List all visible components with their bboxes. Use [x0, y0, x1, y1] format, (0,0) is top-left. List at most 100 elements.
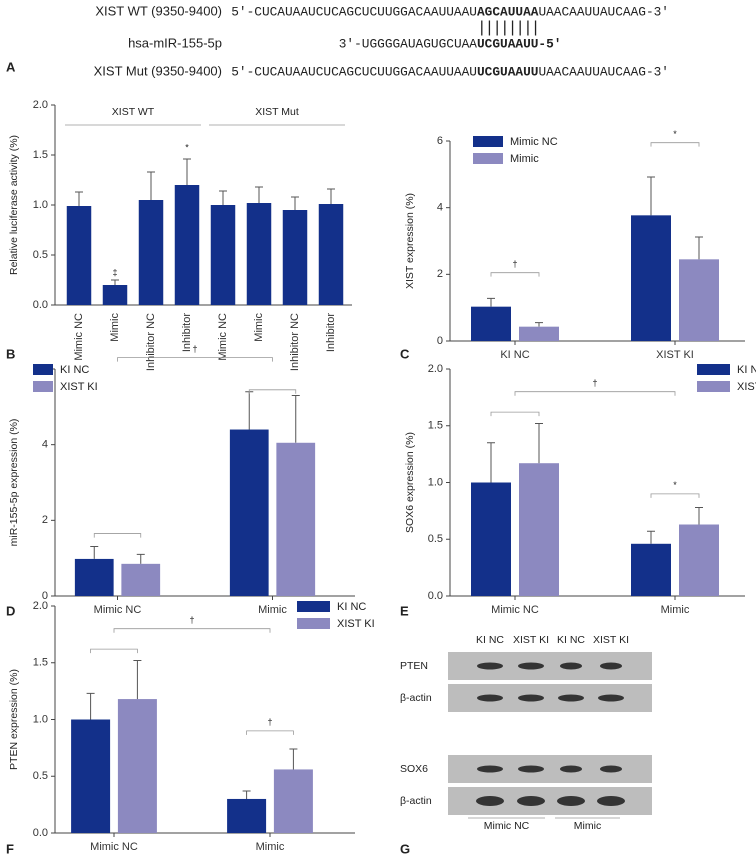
bar	[246, 203, 272, 305]
sequence-part: UCGUAAUU-5'	[477, 36, 561, 51]
sequence-part: 5'-CUCAUAAUCUCAGCUCUUGGACAAUUAAU	[231, 64, 477, 79]
legend-label: XIST KI	[337, 618, 375, 630]
bar	[519, 463, 559, 596]
y-tick-label: 0	[42, 590, 48, 602]
x-tick-label: KI NC	[500, 349, 529, 361]
error-bar	[75, 191, 83, 206]
blot-band	[560, 765, 582, 773]
legend-swatch	[697, 381, 730, 392]
y-tick-label: 2.0	[33, 99, 48, 111]
sequence-part: 5'-CUCAUAAUCUCAGCUCUUGGACAAUUAAU	[231, 4, 477, 19]
bar	[282, 210, 308, 305]
bar	[227, 798, 267, 833]
error-bar	[487, 442, 495, 483]
y-axis-label: SOX6 expression (%)	[404, 432, 416, 533]
bar	[679, 524, 719, 596]
blot-column-label: KI NC	[557, 634, 585, 646]
error-bar	[535, 422, 543, 464]
y-tick-label: 0.0	[428, 590, 443, 602]
x-tick-label: Mimic	[253, 313, 265, 342]
y-tick-label: 6	[437, 135, 443, 147]
bracket	[514, 391, 676, 396]
annotation: †	[189, 615, 194, 625]
panel-label: D	[6, 603, 15, 618]
sequence-label: XIST WT (9350-9400)	[95, 3, 222, 18]
bar	[210, 205, 236, 305]
blot-group-label: Mimic NC	[484, 820, 530, 832]
bar	[121, 563, 161, 596]
x-tick-label: Mimic NC	[90, 841, 138, 853]
blot-column-label: XIST KI	[513, 634, 549, 646]
error-bar	[219, 190, 227, 205]
x-tick-label: Mimic NC	[217, 313, 229, 361]
error-bar	[695, 506, 703, 525]
x-tick-label: Mimic NC	[73, 313, 85, 361]
blot-band	[600, 765, 622, 773]
annotation: †	[267, 717, 272, 727]
pairing-lines: ||||||||	[477, 19, 538, 37]
bar	[117, 699, 157, 833]
bracket	[117, 357, 273, 362]
blot-band	[477, 765, 503, 773]
error-bar	[289, 748, 298, 770]
bar	[74, 558, 114, 596]
legend-swatch	[33, 381, 53, 392]
x-tick-label: Mimic NC	[94, 604, 142, 616]
sequence-part: AGCAUUAA	[477, 4, 539, 19]
x-tick-label: Inhibitor NC	[145, 313, 157, 371]
panel-label: B	[6, 346, 15, 361]
sequence-label: hsa-mIR-155-5p	[128, 35, 222, 50]
blot-band	[600, 662, 622, 670]
bar	[318, 204, 344, 305]
y-tick-label: 0.5	[428, 533, 443, 545]
bar	[273, 769, 313, 833]
legend-label: XIST KI	[737, 381, 756, 393]
sequence-part: UCGUAAUU	[477, 64, 538, 79]
bracket	[113, 628, 271, 633]
legend-label: KI NC	[737, 364, 756, 376]
y-tick-label: 0.0	[33, 299, 48, 311]
bar	[71, 719, 111, 833]
error-bar	[136, 553, 145, 564]
x-tick-label: XIST KI	[656, 349, 694, 361]
y-tick-label: 1.5	[428, 420, 443, 432]
blot-band	[477, 662, 503, 670]
error-bar	[90, 545, 99, 559]
legend-label: KI NC	[60, 364, 89, 376]
annotation: †	[192, 344, 197, 354]
blot-group-label: Mimic	[574, 820, 601, 832]
sequence-label: XIST Mut (9350-9400)	[94, 63, 222, 78]
error-bar	[291, 196, 299, 210]
y-axis-label: Relative luciferase activity (%)	[8, 135, 20, 275]
legend-label: Mimic NC	[510, 136, 558, 148]
annotation: †	[592, 378, 597, 388]
y-tick-label: 2.0	[428, 363, 443, 375]
bar	[66, 206, 92, 305]
y-tick-label: 2.0	[33, 600, 48, 612]
x-tick-label: Mimic	[109, 313, 121, 342]
y-tick-label: 1.5	[33, 657, 48, 669]
group-label: XIST Mut	[255, 106, 299, 118]
legend-swatch	[473, 136, 503, 147]
sequence-part: 3'-UGGGGAUAGUGCUAA	[339, 36, 478, 51]
legend-label: XIST KI	[60, 381, 98, 393]
bar	[138, 200, 164, 305]
y-tick-label: 1.0	[428, 476, 443, 488]
blot-row-label: PTEN	[400, 660, 428, 672]
bracket	[246, 730, 294, 735]
blot-column-label: XIST KI	[593, 634, 629, 646]
error-bar	[255, 186, 263, 203]
x-tick-label: Mimic	[256, 841, 285, 853]
blot-band	[477, 694, 503, 702]
y-axis-label: PTEN expression (%)	[8, 669, 20, 770]
x-tick-label: Mimic	[661, 604, 690, 616]
annotation: *	[673, 480, 677, 490]
error-bar	[111, 279, 119, 285]
bar	[519, 326, 559, 341]
annotation: *	[185, 142, 189, 152]
blot-band	[560, 662, 582, 670]
bar	[471, 482, 511, 596]
bar	[174, 185, 200, 305]
error-bar	[147, 171, 155, 200]
panel-label: E	[400, 603, 409, 618]
